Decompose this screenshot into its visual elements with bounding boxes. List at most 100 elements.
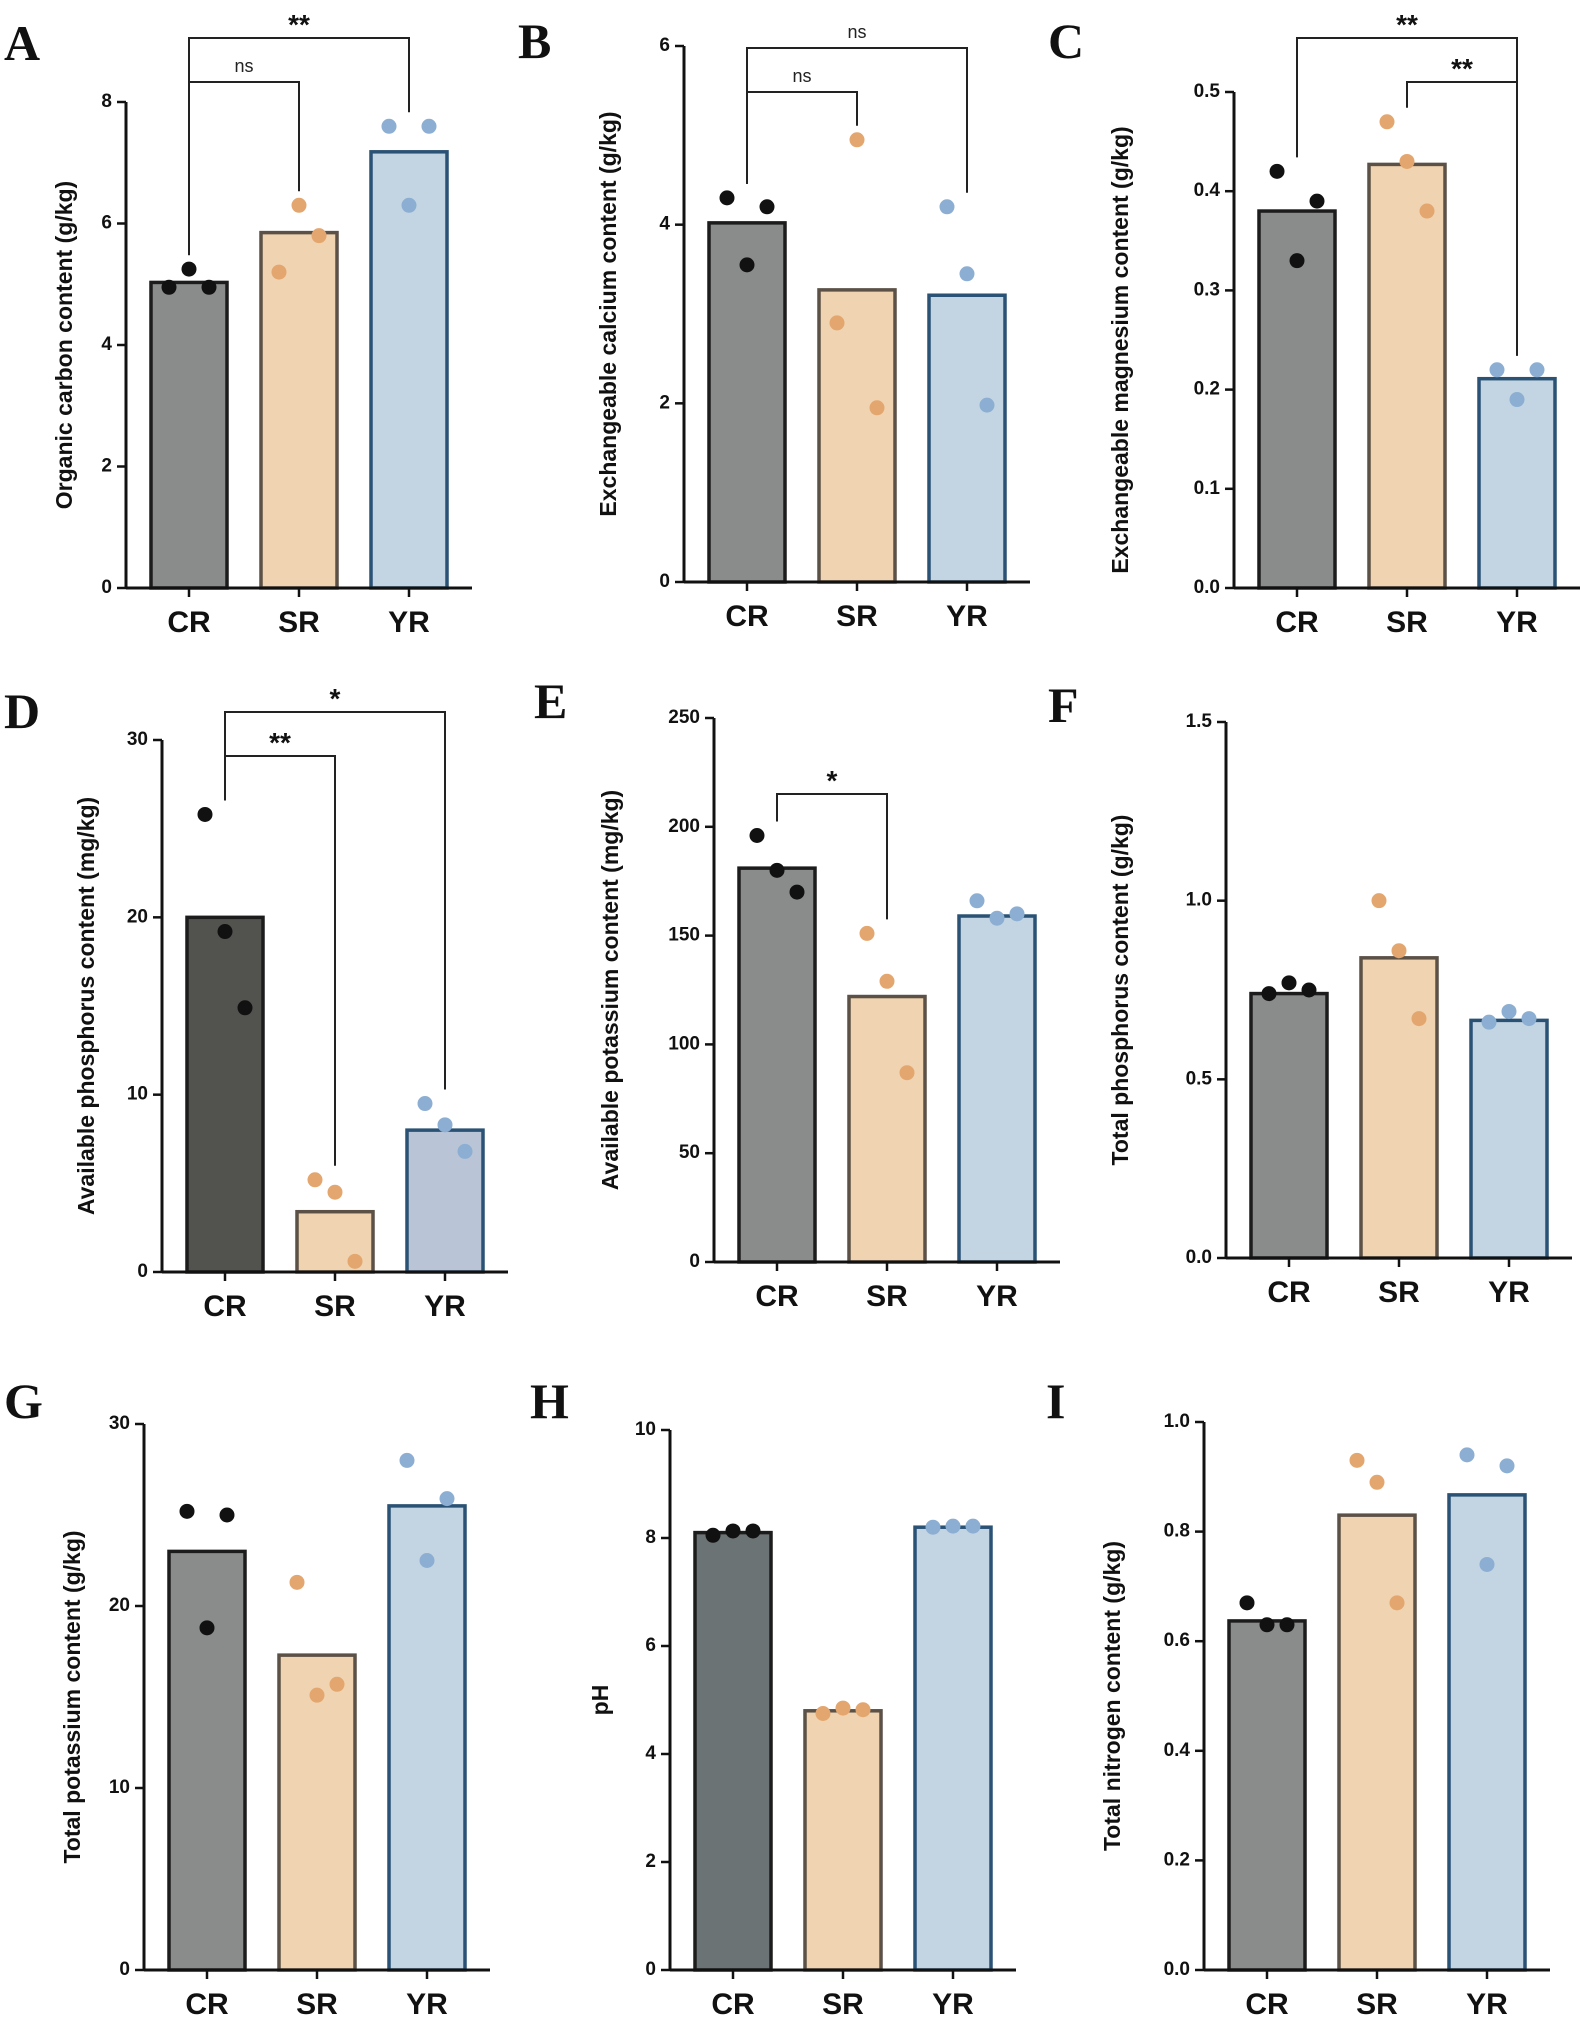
- data-point-yr: [439, 1491, 455, 1507]
- data-point-yr: [1489, 362, 1505, 378]
- panel-g: G Total potassium content (g/kg) 0 10 20 30 CR…: [4, 1373, 490, 2021]
- panel-letter: G: [4, 1373, 43, 1429]
- x-tick-label: YR: [1488, 1276, 1530, 1309]
- bar-yr: [913, 1525, 993, 1972]
- y-tick-label: 0.3: [1194, 279, 1220, 300]
- significance-label: **: [288, 9, 310, 40]
- data-point-sr: [899, 1065, 915, 1081]
- data-point-cr: [1301, 982, 1317, 998]
- y-tick-label: 8: [101, 91, 112, 112]
- data-point-cr: [1239, 1595, 1255, 1611]
- significance-bracket: [776, 793, 888, 920]
- bar-cr: [149, 280, 229, 590]
- y-tick-label: 30: [127, 729, 148, 750]
- y-tick-label: 0: [689, 1251, 700, 1272]
- data-point-cr: [1309, 193, 1325, 209]
- panel-letter: B: [518, 13, 551, 69]
- significance-label: **: [1451, 53, 1473, 84]
- bar-yr: [1447, 1493, 1527, 1972]
- data-point-yr: [1479, 1556, 1495, 1572]
- data-point-sr: [859, 925, 875, 941]
- y-tick-label: 0.0: [1186, 1247, 1212, 1268]
- x-tick-label: SR: [1378, 1276, 1420, 1309]
- data-point-sr: [869, 400, 885, 416]
- bar-cr: [185, 915, 265, 1274]
- y-tick-label: 50: [679, 1142, 700, 1163]
- panel-c: C Exchangeable magnesium content (g/kg) 0.…: [1048, 9, 1580, 639]
- panel-h: HpH 0 2 4 6 8 10 CR SR YR: [530, 1373, 1016, 2021]
- data-point-cr: [179, 1503, 195, 1519]
- x-tick-label: SR: [278, 606, 320, 639]
- data-point-sr: [289, 1574, 305, 1590]
- significance-label: **: [269, 727, 291, 758]
- data-point-sr: [1349, 1452, 1365, 1468]
- data-point-sr: [1411, 1011, 1427, 1027]
- bar-sr: [803, 1709, 883, 1972]
- data-point-sr: [829, 315, 845, 331]
- bar-sr: [1337, 1513, 1417, 1972]
- bar-sr: [817, 288, 897, 584]
- y-tick-label: 0.0: [1164, 1959, 1190, 1980]
- x-tick-label: CR: [1267, 1276, 1311, 1309]
- data-point-sr: [271, 264, 287, 280]
- data-point-sr: [1379, 114, 1395, 130]
- data-point-cr: [739, 257, 755, 273]
- bar-cr: [1227, 1619, 1307, 1972]
- data-point-cr: [705, 1527, 721, 1543]
- y-tick-label: 0.4: [1164, 1740, 1191, 1761]
- y-tick-label: 8: [645, 1527, 656, 1548]
- panel-letter: A: [4, 15, 40, 71]
- data-point-yr: [421, 118, 437, 134]
- x-tick-label: SR: [296, 1988, 338, 2021]
- data-point-yr: [969, 893, 985, 909]
- bar-sr: [1359, 956, 1439, 1260]
- data-point-yr: [1501, 1003, 1517, 1019]
- x-tick-label: YR: [406, 1988, 448, 2021]
- data-point-cr: [1269, 163, 1285, 179]
- y-tick-label: 6: [659, 35, 670, 56]
- data-point-sr: [1389, 1595, 1405, 1611]
- panel-f: F Total phosphorus content (g/kg) 0.0 0.5 1.…: [1048, 677, 1572, 1309]
- x-tick-label: YR: [932, 1988, 974, 2021]
- x-tick-label: SR: [314, 1290, 356, 1323]
- bar-yr: [387, 1504, 467, 1972]
- y-tick-label: 1.5: [1186, 711, 1213, 732]
- data-point-cr: [197, 806, 213, 822]
- y-tick-label: 10: [127, 1084, 148, 1105]
- bar-yr: [369, 150, 449, 590]
- y-tick-label: 4: [659, 214, 670, 235]
- data-point-yr: [1009, 906, 1025, 922]
- data-point-sr: [309, 1687, 325, 1703]
- panel-letter: E: [534, 673, 567, 729]
- data-point-yr: [965, 1518, 981, 1534]
- significance-label: ns: [792, 66, 811, 86]
- data-point-sr: [347, 1253, 363, 1269]
- y-tick-label: 0.5: [1194, 81, 1221, 102]
- bar-yr: [1477, 376, 1557, 590]
- y-tick-label: 0.2: [1194, 379, 1220, 400]
- y-tick-label: 200: [668, 816, 700, 837]
- data-point-cr: [749, 828, 765, 844]
- data-point-sr: [329, 1676, 345, 1692]
- y-tick-label: 10: [109, 1777, 130, 1798]
- x-tick-label: CR: [167, 606, 211, 639]
- data-point-sr: [1371, 893, 1387, 909]
- data-point-yr: [401, 197, 417, 213]
- data-point-cr: [219, 1507, 235, 1523]
- data-point-yr: [1509, 392, 1525, 408]
- data-point-yr: [1529, 362, 1545, 378]
- x-tick-label: SR: [1386, 606, 1428, 639]
- bar-cr: [693, 1530, 773, 1972]
- y-tick-label: 20: [127, 906, 148, 927]
- significance-bracket: [1296, 37, 1518, 356]
- significance-bracket: [746, 47, 968, 193]
- significance-label: ns: [234, 56, 253, 76]
- data-point-cr: [719, 190, 735, 206]
- y-tick-label: 1.0: [1164, 1411, 1190, 1432]
- panel-letter: H: [530, 1373, 569, 1429]
- y-tick-label: 0: [101, 577, 112, 598]
- data-point-cr: [1281, 975, 1297, 991]
- y-axis-label: Exchangeable calcium content (g/kg): [595, 111, 621, 516]
- y-axis-label: Available phosphorus content (mg/kg): [73, 797, 99, 1215]
